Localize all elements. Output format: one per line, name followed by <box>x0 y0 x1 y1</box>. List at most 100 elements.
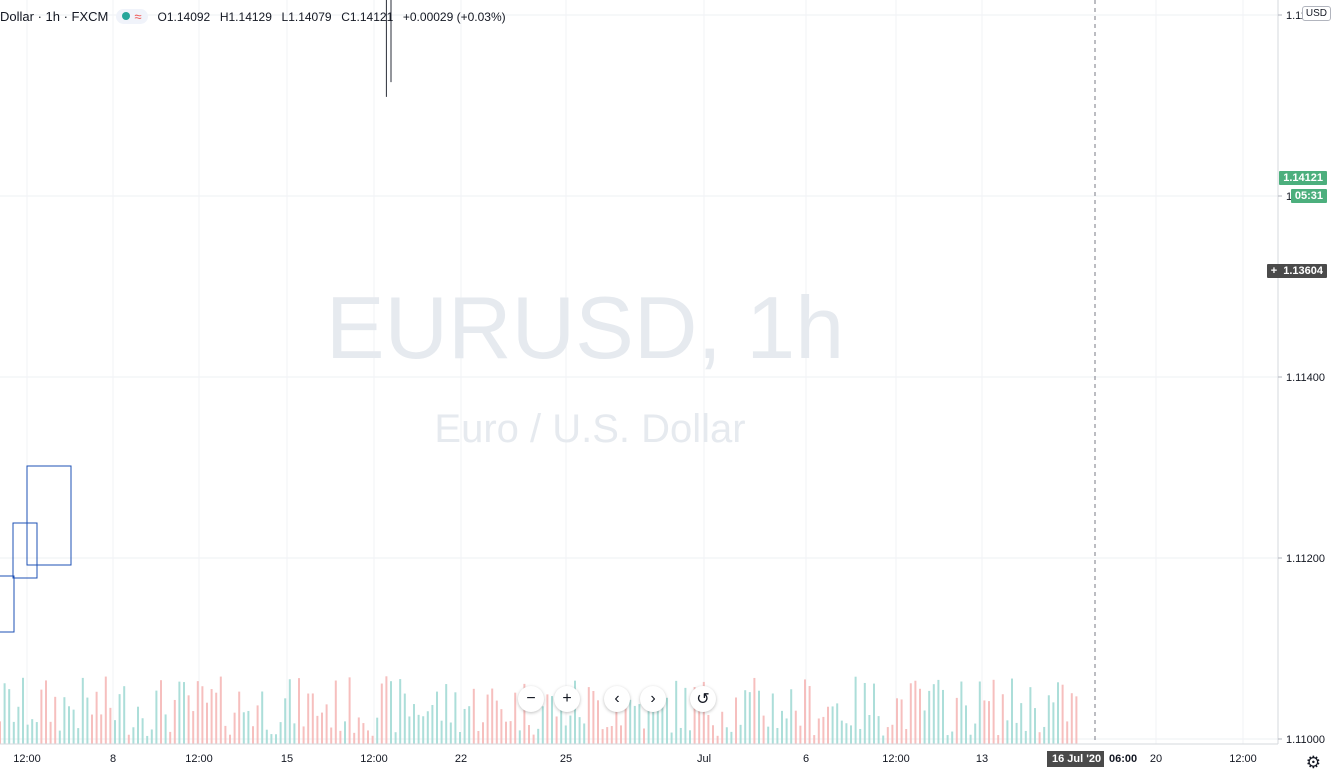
rectangle-drawing[interactable] <box>26 465 72 566</box>
volume-bar <box>86 697 89 744</box>
volume-bar <box>22 677 24 744</box>
volume-bar <box>854 676 857 744</box>
volume-bar <box>578 717 581 744</box>
legend-change: +0.00029 (+0.03%) <box>402 9 506 24</box>
volume-bar <box>385 676 388 744</box>
volume-bar <box>606 727 609 744</box>
volume-bar <box>3 683 6 744</box>
legend-close: C1.14121 <box>341 9 394 24</box>
market-open-dot-icon <box>122 12 131 20</box>
volume-bar <box>969 734 972 744</box>
market-status[interactable]: ≈ <box>116 8 148 24</box>
legend-open: O1.14092 <box>157 9 211 24</box>
volume-bar <box>68 706 70 744</box>
price-tick-label: 1.11400 <box>1286 372 1325 384</box>
currency-button[interactable]: USD <box>1301 6 1331 21</box>
volume-bar <box>187 695 190 744</box>
volume-bar <box>100 714 103 744</box>
volume-bar <box>518 730 521 744</box>
volume-bar <box>666 697 668 744</box>
volume-bar <box>509 721 512 744</box>
volume-bar <box>523 683 526 744</box>
volume-bar <box>26 724 29 744</box>
volume-bar <box>339 730 342 744</box>
volume-bar <box>1034 708 1036 744</box>
volume-bar <box>601 729 604 744</box>
volume-bar <box>472 688 475 744</box>
volume-bar <box>905 729 908 744</box>
volume-bar <box>647 688 650 744</box>
volume-bar <box>58 730 61 744</box>
reset-chart-button[interactable]: ↺ <box>690 686 716 712</box>
watermark-symbol: EURUSD, 1h <box>326 278 844 377</box>
chart-legend: Dollar · 1h · FXCM ≈ O1.14092 H1.14129 L… <box>0 6 512 26</box>
volume-bar <box>408 716 411 744</box>
volume-bar <box>624 700 627 744</box>
volume-bar <box>215 692 218 744</box>
time-tick-label: 22 <box>455 753 467 765</box>
volume-bar <box>965 705 967 744</box>
volume-bar <box>739 724 742 744</box>
volume-bar <box>449 722 452 744</box>
volume-bar <box>256 705 259 744</box>
volume-bar <box>564 725 567 744</box>
volume-bar <box>528 725 530 744</box>
volume-bar <box>8 689 11 744</box>
volume-bar <box>224 725 227 744</box>
volume-bar <box>551 696 553 744</box>
crosshair-hour: 06:00 <box>1109 753 1138 765</box>
volume-bar <box>63 697 66 744</box>
time-tick-label: 12:00 <box>882 753 910 765</box>
volume-bar <box>845 723 848 744</box>
volume-bar <box>206 702 208 744</box>
crosshair-hour-tag: 06:00 <box>1104 751 1143 767</box>
volume-bar <box>173 699 176 744</box>
time-tick-label: Jul <box>697 753 711 765</box>
volume-bar <box>633 705 636 744</box>
volume-bar <box>790 689 793 744</box>
volume-bar <box>0 721 1 744</box>
volume-bar <box>178 681 181 744</box>
rectangle-drawing[interactable] <box>0 575 15 633</box>
scroll-left-button[interactable]: ‹ <box>604 686 630 712</box>
volume-bar <box>836 703 839 744</box>
volume-bar <box>311 693 314 744</box>
volume-bar <box>689 730 691 744</box>
volume-bar <box>155 690 158 744</box>
volume-bar <box>569 715 572 744</box>
volume-bar <box>371 735 374 744</box>
time-tick-label: 13 <box>976 753 988 765</box>
volume-bar <box>1047 695 1050 744</box>
zoom-in-button[interactable]: + <box>554 686 580 712</box>
volume-bar <box>45 680 47 744</box>
volume-bar <box>1057 682 1059 744</box>
volume-bar <box>196 681 199 744</box>
volume-bar <box>813 735 816 744</box>
price-axis[interactable] <box>1278 0 1335 779</box>
legend-symbol[interactable]: Dollar · 1h · FXCM <box>0 8 109 24</box>
volume-bar <box>17 706 20 744</box>
volume-bar <box>1006 720 1009 744</box>
volume-bar <box>486 694 489 744</box>
volume-bar <box>141 718 144 744</box>
crosshair-plus-icon[interactable]: + <box>1270 265 1278 277</box>
volume-bar <box>928 690 931 744</box>
volume-bar <box>946 735 949 744</box>
volume-bar <box>620 725 622 744</box>
volume-bar <box>794 710 797 744</box>
scroll-right-button[interactable]: › <box>640 686 666 712</box>
volume-bar <box>321 712 323 744</box>
volume-bar <box>974 723 977 744</box>
volume-bar <box>376 717 379 744</box>
volume-bar <box>661 693 664 744</box>
volume-bar <box>675 680 678 744</box>
volume-bar <box>150 729 153 744</box>
volume-bar <box>422 716 425 744</box>
volume-bar <box>454 692 457 744</box>
zoom-out-button[interactable]: − <box>518 686 544 712</box>
rectangle-drawing[interactable] <box>12 522 38 579</box>
volume-bar <box>923 710 926 744</box>
gear-icon[interactable]: ⚙ <box>1305 753 1321 772</box>
volume-bar <box>77 728 80 744</box>
